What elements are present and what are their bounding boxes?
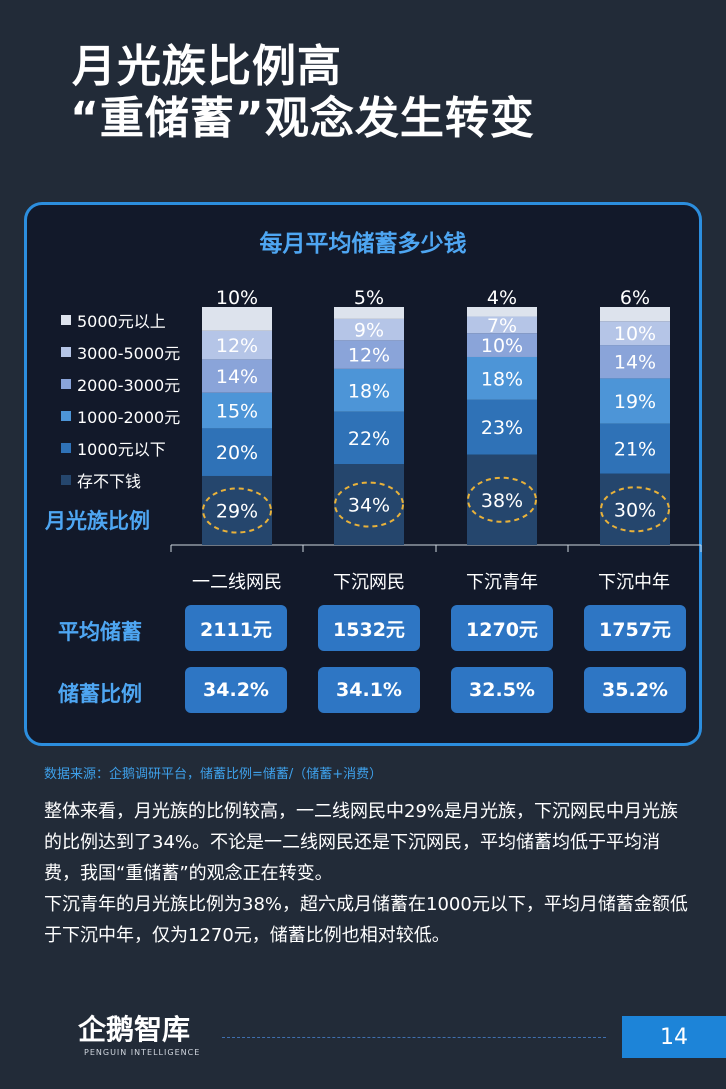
- data-label: 14%: [216, 366, 258, 388]
- chart-panel: [24, 202, 702, 746]
- data-label: 5%: [354, 287, 384, 309]
- data-label: 12%: [348, 345, 390, 367]
- footer-divider: [222, 1037, 606, 1038]
- category-label: 下沉网民: [333, 572, 405, 593]
- bar-segment: [202, 330, 272, 360]
- data-label: 9%: [354, 320, 384, 342]
- savings-ratio-value: 32.5%: [451, 667, 553, 713]
- bar-segment: [202, 475, 272, 545]
- data-label: 23%: [481, 417, 523, 439]
- data-label: 22%: [348, 428, 390, 450]
- bar-segment: [334, 307, 404, 319]
- chart-legend: 5000元以上 3000-5000元 2000-3000元 1000-2000元…: [61, 304, 180, 496]
- legend-item: 3000-5000元: [61, 336, 180, 368]
- legend-swatch: [61, 443, 71, 453]
- bar-segment: [334, 318, 404, 341]
- data-label: 38%: [481, 490, 523, 512]
- legend-label: 2000-3000元: [77, 376, 181, 395]
- legend-item: 1000元以下: [61, 432, 180, 464]
- category-label: 下沉青年: [466, 572, 538, 593]
- legend-label: 1000-2000元: [77, 408, 181, 427]
- savings-ratio-value: 34.2%: [185, 667, 287, 713]
- data-label: 10%: [481, 335, 523, 357]
- page-title-line-2: “重储蓄”观念发生转变: [70, 93, 535, 144]
- body-paragraph: 整体来看，月光族的比例较高，一二线网民中29%是月光族，下沉网民中月光族的比例达…: [44, 801, 679, 884]
- legend-swatch: [61, 347, 71, 357]
- highlight-circle: [600, 486, 670, 533]
- bar-segment: [600, 378, 670, 424]
- category-label: 一二线网民: [192, 572, 282, 593]
- data-label: 14%: [614, 352, 656, 374]
- avg-savings-value: 2111元: [185, 605, 287, 651]
- legend-item: 存不下钱: [61, 464, 180, 496]
- legend-swatch: [61, 475, 71, 485]
- legend-swatch: [61, 411, 71, 421]
- bar-segment: [467, 316, 537, 334]
- data-label: 18%: [481, 368, 523, 390]
- legend-swatch: [61, 379, 71, 389]
- data-label: 34%: [348, 495, 390, 517]
- bar-segment: [600, 345, 670, 379]
- bar-segment: [600, 321, 670, 346]
- data-label: 4%: [487, 287, 517, 309]
- savings-ratio-label: 储蓄比例: [58, 682, 142, 706]
- bar-segment: [600, 473, 670, 545]
- savings-ratio-value: 35.2%: [584, 667, 686, 713]
- bar-segment: [467, 307, 537, 317]
- data-label: 19%: [614, 391, 656, 413]
- data-label: 7%: [487, 315, 517, 337]
- penguin-logo: 企鹅智库: [78, 1013, 191, 1046]
- data-label: 10%: [216, 287, 258, 309]
- bar-segment: [334, 368, 404, 412]
- bar-segment: [334, 411, 404, 465]
- avg-savings-value: 1270元: [451, 605, 553, 651]
- avg-savings-value: 1757元: [584, 605, 686, 651]
- bar-segment: [202, 307, 272, 331]
- body-text: 整体来看，月光族的比例较高，一二线网民中29%是月光族，下沉网民中月光族的比例达…: [44, 796, 694, 951]
- data-label: 10%: [614, 323, 656, 345]
- data-label: 21%: [614, 439, 656, 461]
- page-number: 14: [622, 1016, 726, 1058]
- avg-savings-value: 1532元: [318, 605, 420, 651]
- bar-segment: [600, 307, 670, 322]
- bar-segment: [467, 356, 537, 400]
- bar-segment: [600, 423, 670, 474]
- legend-label: 1000元以下: [77, 440, 166, 459]
- savings-ratio-value: 34.1%: [318, 667, 420, 713]
- legend-label: 5000元以上: [77, 312, 166, 331]
- highlight-circle: [202, 487, 272, 534]
- body-paragraph: 下沉青年的月光族比例为38%，超六成月储蓄在1000元以下，平均月储蓄金额低于下…: [44, 894, 688, 946]
- bar-segment: [467, 454, 537, 545]
- bar-segment: [467, 399, 537, 455]
- legend-item: 1000-2000元: [61, 400, 180, 432]
- logo-subtitle: PENGUIN INTELLIGENCE: [84, 1048, 201, 1057]
- bar-segment: [202, 359, 272, 393]
- chart-title: 每月平均储蓄多少钱: [259, 231, 467, 257]
- legend-label: 存不下钱: [77, 472, 142, 491]
- data-label: 15%: [216, 401, 258, 423]
- category-label: 下沉中年: [598, 572, 670, 593]
- data-source-note: 数据来源：企鹅调研平台，储蓄比例=储蓄/（储蓄+消费）: [44, 767, 383, 782]
- bar-segment: [334, 340, 404, 369]
- legend-item: 2000-3000元: [61, 368, 180, 400]
- data-label: 29%: [216, 500, 258, 522]
- page-title-line-1: 月光族比例高: [72, 41, 342, 92]
- legend-item: 5000元以上: [61, 304, 180, 336]
- bar-segment: [334, 464, 404, 545]
- bar-segment: [202, 428, 272, 476]
- legend-label: 3000-5000元: [77, 344, 181, 363]
- moonlight-ratio-label: 月光族比例: [45, 509, 150, 533]
- data-label: 12%: [216, 335, 258, 357]
- avg-savings-label: 平均储蓄: [58, 620, 142, 644]
- bar-segment: [202, 392, 272, 429]
- data-label: 18%: [348, 380, 390, 402]
- bar-segment: [467, 333, 537, 357]
- data-label: 6%: [620, 287, 650, 309]
- data-label: 20%: [216, 442, 258, 464]
- legend-swatch: [61, 315, 71, 325]
- data-label: 30%: [614, 499, 656, 521]
